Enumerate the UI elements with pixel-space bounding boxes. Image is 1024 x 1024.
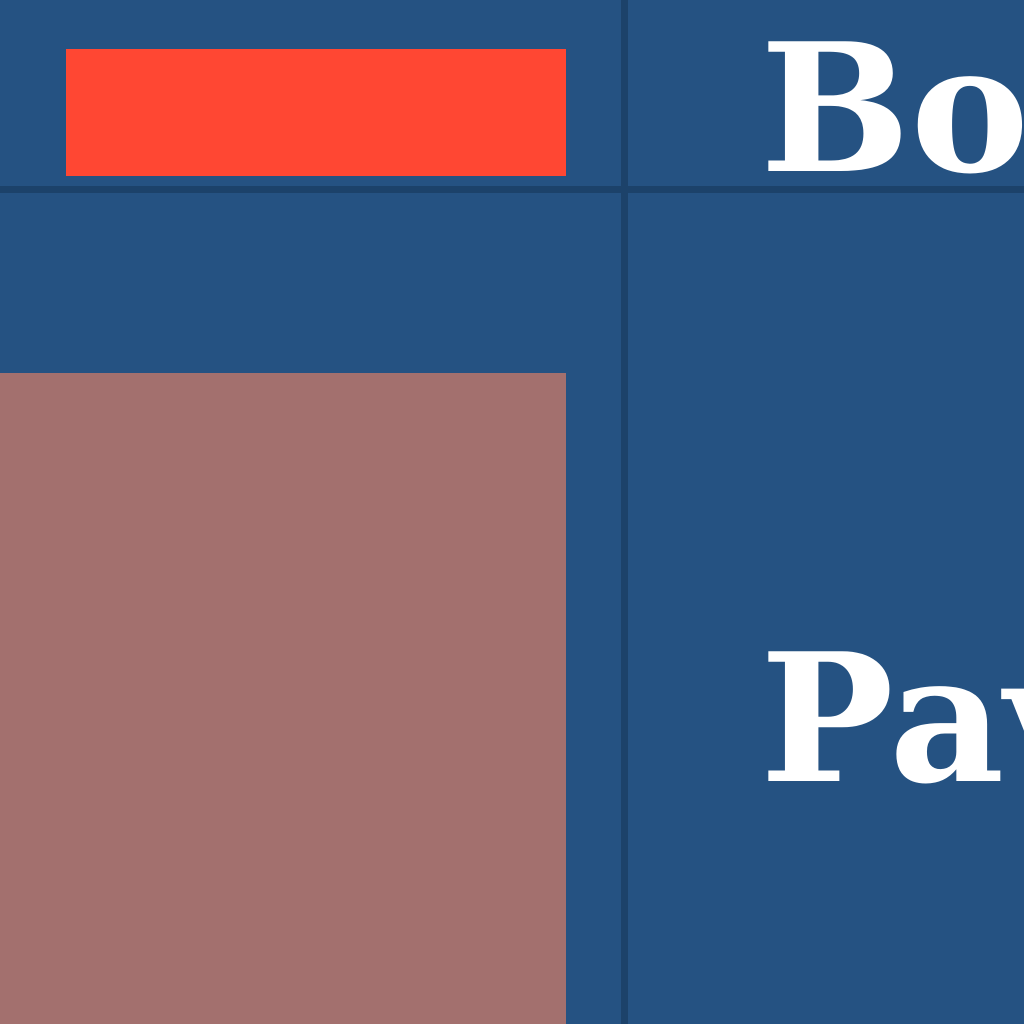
color-swatch-pav — [0, 373, 566, 1024]
row-divider — [0, 186, 1024, 193]
column-divider — [621, 0, 628, 1024]
row-label-pav: Pav — [760, 614, 1024, 823]
color-swatch-bor — [66, 49, 566, 176]
row-label-bor: Bor — [760, 4, 1024, 213]
